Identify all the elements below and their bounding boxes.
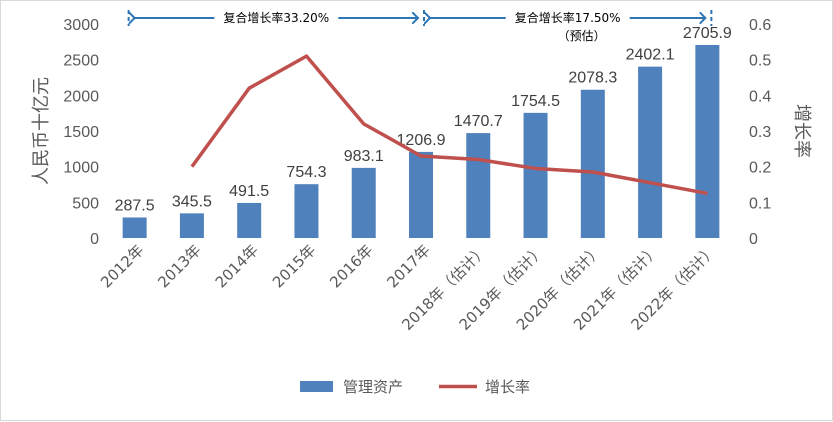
right-tick-label: 0: [749, 231, 758, 248]
bar: [179, 213, 204, 238]
category-label: 2016年: [326, 241, 376, 291]
legend-line-label: 增长率: [485, 378, 530, 396]
right-tick-label: 0.2: [749, 160, 771, 177]
bar-data-label: 2078.3: [568, 70, 617, 87]
category-label: 2015年: [269, 241, 319, 291]
right-axis-title: 增长率: [791, 104, 812, 158]
bar-data-label: 287.5: [115, 197, 155, 214]
bar-data-label: 1206.9: [397, 132, 446, 149]
left-tick-label: 500: [72, 195, 99, 212]
bar: [580, 89, 605, 239]
growth-rate-line: [190, 54, 708, 196]
bar-data-label: 1754.5: [511, 93, 560, 110]
left-tick-label: 1500: [63, 124, 99, 141]
bar-data-label: 754.3: [286, 164, 326, 181]
left-tick-label: 2000: [63, 88, 99, 105]
bar-data-label: 2705.9: [683, 25, 732, 42]
right-tick-label: 0.1: [749, 195, 771, 212]
category-axis-labels: 2012年 2013年 2014年 2015年 2016年 2017年2018年（估计）2…: [97, 241, 720, 334]
category-label: 2012年: [97, 241, 147, 291]
category-label: 2017年: [383, 241, 433, 291]
right-axis-ticks: 0 0.1 0.2 0.3 0.4 0.5 0.6: [749, 17, 771, 248]
left-tick-label: 0: [90, 231, 99, 248]
right-tick-label: 0.4: [749, 88, 771, 105]
legend-bar-label: 管理资产: [343, 378, 403, 396]
bar: [351, 167, 376, 238]
cagr-annotation-text: 复合增长率17.50%: [515, 10, 621, 25]
bar: [638, 66, 663, 238]
left-tick-label: 2500: [63, 53, 99, 70]
legend-bar-swatch: [300, 381, 333, 392]
bar-data-label: 345.5: [172, 193, 212, 210]
bar-series: [122, 44, 720, 239]
category-label: 2014年: [212, 241, 262, 291]
right-tick-label: 0.3: [749, 124, 771, 141]
bar-data-label: 983.1: [344, 148, 384, 165]
left-tick-label: 3000: [63, 17, 99, 34]
bar-data-label: 1470.7: [454, 113, 503, 130]
bar: [122, 217, 147, 238]
left-axis-title: 人民币十亿元: [31, 77, 52, 185]
bar: [695, 44, 720, 239]
bar: [409, 151, 433, 238]
category-label: 2013年: [154, 241, 204, 291]
cagr-annotations: 复合增长率33.20% 复合增长率17.50% （预估）: [127, 10, 713, 43]
cagr-annotation-text: 复合增长率33.20%: [223, 10, 329, 25]
bar-data-label: 2402.1: [626, 47, 675, 64]
cagr-annotation-subtext: （预估）: [558, 29, 606, 43]
left-axis-ticks: 0 500 1000 1500 2000 2500 3000: [63, 17, 99, 248]
bar-data-labels: 287.5 345.5 491.5 754.3 983.1 1206.9 1470.7 175…: [115, 25, 732, 215]
legend: 管理资产 增长率: [300, 378, 530, 396]
bar: [294, 184, 319, 238]
right-tick-label: 0.5: [749, 53, 771, 70]
bar: [466, 133, 491, 238]
bar: [523, 112, 548, 238]
bar-data-label: 491.5: [229, 183, 269, 200]
bar: [237, 202, 262, 238]
left-tick-label: 1000: [63, 160, 99, 177]
line-series: [190, 54, 708, 196]
right-tick-label: 0.6: [749, 17, 771, 34]
